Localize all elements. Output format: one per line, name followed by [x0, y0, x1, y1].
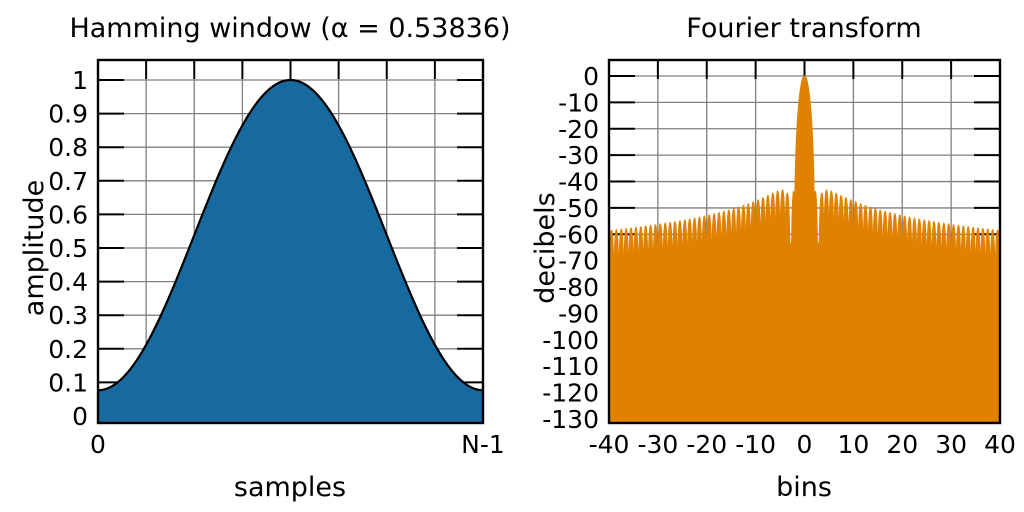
y-tick-label: 0.4: [48, 268, 88, 297]
x-tick-label: -10: [735, 430, 776, 459]
spectrum-y-axis-label: decibels: [530, 192, 561, 303]
y-tick-label: -100: [542, 326, 599, 355]
x-tick-label: 0: [90, 430, 106, 459]
y-tick-label: 0.2: [48, 335, 88, 364]
x-tick-label: -30: [637, 430, 678, 459]
y-tick-label: -70: [558, 247, 599, 276]
window-tick-labels: 1 0.9 0.8 0.7 0.6 0.5 0.4 0.3 0.2 0.1 00 N-1: [48, 66, 505, 459]
x-tick-label: 40: [984, 430, 1016, 459]
y-tick-label: -110: [542, 352, 599, 381]
y-tick-label: -80: [558, 273, 599, 302]
y-tick-label: 0.7: [48, 167, 88, 196]
y-tick-label: -120: [542, 379, 599, 408]
y-tick-label: 0.1: [48, 368, 88, 397]
y-tick-label: 0.9: [48, 100, 88, 129]
spectrum-chart-title: Fourier transform: [686, 13, 921, 44]
y-tick-label: 1: [72, 66, 88, 95]
x-tick-label: 0: [797, 430, 813, 459]
x-tick-label: 10: [837, 430, 869, 459]
y-tick-label: -50: [558, 194, 599, 223]
spectrum-series: [608, 75, 1001, 424]
window-chart-title: Hamming window (α = 0.53836): [69, 13, 510, 44]
window-x-axis-label: samples: [234, 472, 346, 503]
y-tick-label: -30: [558, 141, 599, 170]
x-tick-label: N-1: [461, 430, 505, 459]
x-tick-label: -20: [686, 430, 727, 459]
y-tick-label: -130: [542, 405, 599, 434]
y-tick-label: 0.6: [48, 200, 88, 229]
spectrum-x-axis-label: bins: [776, 472, 832, 503]
y-tick-label: -20: [558, 115, 599, 144]
y-tick-label: -90: [558, 299, 599, 328]
spectrum-area: [608, 75, 1001, 424]
spectrum-tick-labels: 0-10-20-30-40-50-60-70-80-90-100-110-120…: [542, 62, 1016, 459]
y-tick-label: 0: [583, 62, 599, 91]
y-tick-label: -40: [558, 168, 599, 197]
x-tick-label: -40: [589, 430, 630, 459]
window-plot-border: [96, 58, 485, 425]
y-tick-label: 0.8: [48, 133, 88, 162]
hamming-window-chart: 1 0.9 0.8 0.7 0.6 0.5 0.4 0.3 0.2 0.1 00 N-1 Hammin…: [19, 13, 511, 503]
x-tick-label: 30: [935, 430, 967, 459]
spectrum-plot-border: [607, 58, 1002, 425]
y-tick-label: 0.3: [48, 301, 88, 330]
y-tick-label: 0.5: [48, 234, 88, 263]
window-series: [97, 78, 484, 423]
fourier-transform-chart: 0-10-20-30-40-50-60-70-80-90-100-110-120…: [530, 13, 1016, 503]
window-y-axis-label: amplitude: [19, 180, 50, 316]
y-tick-label: 0: [72, 402, 88, 431]
window-area: [98, 80, 483, 423]
y-tick-label: -60: [558, 220, 599, 249]
window-curve: [97, 78, 484, 392]
x-tick-label: 20: [886, 430, 918, 459]
y-tick-label: -10: [558, 88, 599, 117]
